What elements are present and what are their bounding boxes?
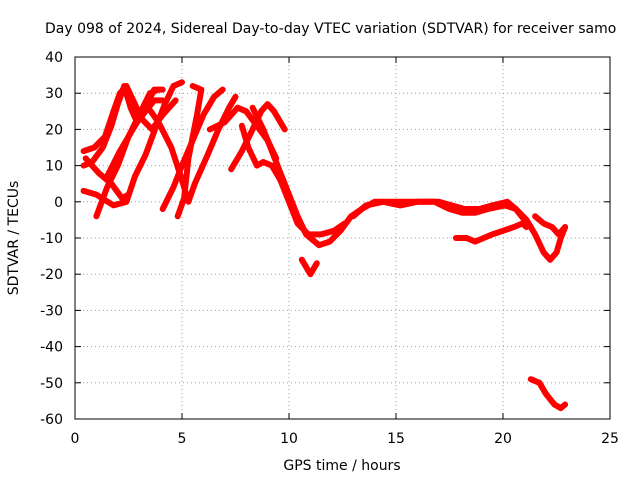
series-line-arc-11	[228, 101, 288, 173]
x-axis: 0 5 10 15 20 25	[71, 57, 619, 447]
y-tick-label: -10	[40, 231, 63, 247]
x-tick-label: 25	[601, 431, 619, 447]
series-line-arc-6	[104, 86, 166, 180]
series-line-arc-17	[532, 213, 569, 238]
y-tick-label: 20	[45, 122, 63, 138]
series-line-arc-18	[527, 376, 569, 412]
chart-title: Day 098 of 2024, Sidereal Day-to-day VTE…	[45, 21, 616, 37]
y-tick-label: -40	[40, 340, 63, 356]
y-tick-label: -60	[40, 412, 63, 428]
y-tick-label: -30	[40, 303, 63, 319]
x-tick-label: 10	[280, 431, 298, 447]
x-tick-label: 20	[494, 431, 512, 447]
series-line-arc-15	[350, 198, 569, 263]
series-line-arc-14	[298, 256, 320, 278]
x-tick-label: 5	[178, 431, 187, 447]
y-tick-label: 0	[54, 195, 63, 211]
x-tick-label: 15	[387, 431, 405, 447]
series-line-arc-12	[238, 122, 348, 238]
series-line-arc-16	[452, 220, 530, 245]
y-axis-label: SDTVAR / TECUs	[6, 181, 22, 296]
y-tick-label: -50	[40, 376, 63, 392]
series-line-arc-13	[249, 104, 534, 249]
series-line-arc-9	[142, 93, 239, 205]
y-tick-label: 10	[45, 159, 63, 175]
y-axis: 40 30 20 10 0 -10 -20 -30 -40 -50 -60	[40, 50, 610, 428]
grid	[75, 57, 610, 419]
data-series	[80, 79, 569, 412]
y-tick-label: 40	[45, 50, 63, 66]
y-tick-label: 30	[45, 86, 63, 102]
x-axis-label: GPS time / hours	[283, 458, 400, 474]
series-line-arc-8	[174, 83, 205, 220]
y-tick-label: -20	[40, 267, 63, 283]
x-tick-label: 0	[71, 431, 80, 447]
